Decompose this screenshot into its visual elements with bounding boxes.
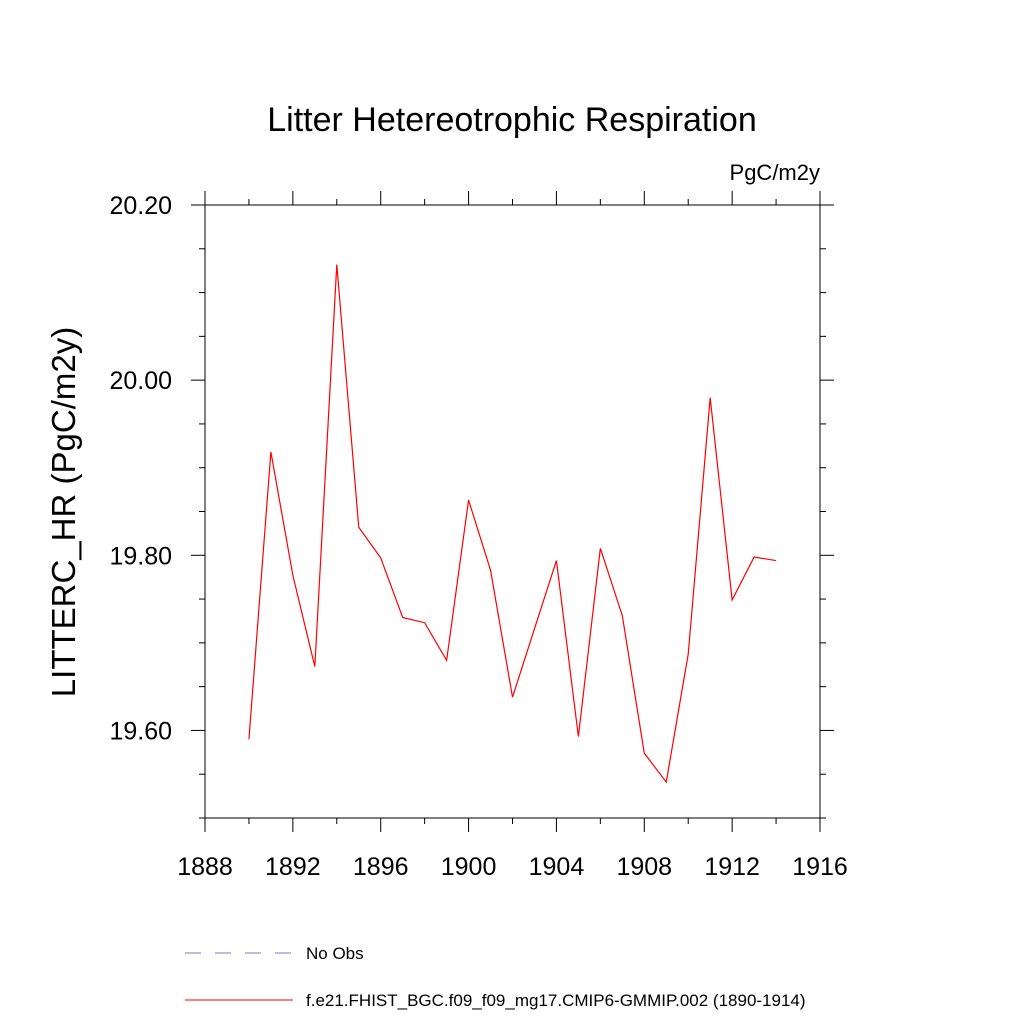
- legend: No Obs f.e21.FHIST_BGC.f09_f09_mg17.CMIP6…: [185, 944, 806, 1010]
- y-axis: 19.60 19.80 20.00 20.20: [109, 192, 834, 819]
- x-tick-label: 1908: [616, 853, 672, 881]
- x-tick-label: 1900: [441, 853, 497, 881]
- x-tick-label: 1888: [177, 853, 233, 881]
- x-tick-label: 1892: [265, 853, 321, 881]
- x-tick-label: 1904: [529, 853, 585, 881]
- plot-frame: [204, 204, 821, 819]
- x-tick-label: 1916: [792, 853, 848, 881]
- y-axis-label: LITTERC_HR (PgC/m2y): [45, 327, 82, 697]
- legend-label: No Obs: [306, 944, 364, 963]
- series-line: [248, 264, 777, 784]
- y-tick-label: 20.20: [109, 192, 172, 220]
- x-tick-label: 1896: [353, 853, 409, 881]
- series-group: [248, 264, 777, 784]
- units-label: PgC/m2y: [730, 160, 820, 185]
- chart-title: Litter Hetereotrophic Respiration: [267, 101, 756, 139]
- x-tick-label: 1912: [704, 853, 760, 881]
- x-axis: 1888 1892 1896 1900 1904 1908 1912 1916: [177, 191, 848, 881]
- y-tick-label: 19.60: [109, 717, 172, 745]
- legend-label: f.e21.FHIST_BGC.f09_f09_mg17.CMIP6-GMMIP…: [306, 991, 806, 1010]
- y-tick-label: 19.80: [109, 542, 172, 570]
- y-tick-label: 20.00: [109, 367, 172, 395]
